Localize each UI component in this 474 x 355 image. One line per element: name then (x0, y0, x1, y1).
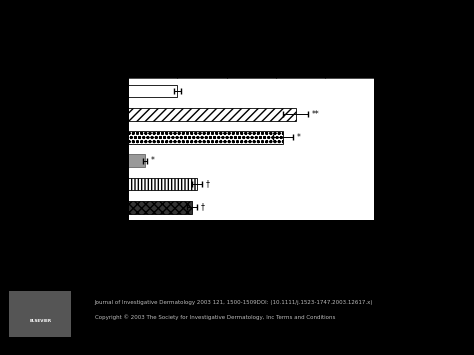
Text: Figure 5: Figure 5 (215, 16, 259, 26)
X-axis label: Relative luciferase activity: Relative luciferase activity (195, 52, 307, 61)
Text: †: † (201, 203, 205, 212)
Text: ELSEVIER: ELSEVIER (29, 319, 51, 323)
Text: 1.0: 1.0 (380, 86, 393, 94)
Text: 1.1: 1.1 (380, 180, 393, 189)
Bar (128, 84, 177, 97)
Text: 0.3: 0.3 (380, 157, 393, 165)
Text: *: * (297, 133, 301, 142)
Text: *: * (151, 156, 155, 165)
Bar (128, 178, 197, 190)
Text: Fold: Fold (380, 79, 398, 88)
Bar (128, 131, 283, 144)
Bar (128, 201, 192, 214)
Text: †: † (206, 180, 210, 189)
Text: 1.1: 1.1 (380, 204, 393, 213)
Text: Journal of Investigative Dermatology 2003 121, 1500-1509DOI: (10.1111/j.1523-174: Journal of Investigative Dermatology 200… (95, 300, 374, 305)
Text: **: ** (311, 110, 319, 119)
Bar (128, 154, 145, 167)
Bar (128, 108, 296, 121)
Text: Copyright © 2003 The Society for Investigative Dermatology, Inc Terms and Condit: Copyright © 2003 The Society for Investi… (95, 314, 335, 320)
Text: 3.9: 3.9 (380, 133, 393, 142)
Text: 4.1: 4.1 (380, 109, 393, 118)
